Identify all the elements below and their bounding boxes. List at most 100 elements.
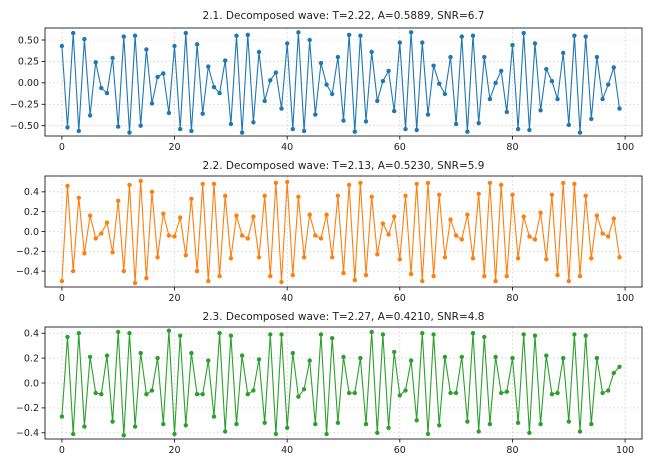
data-point <box>324 82 329 87</box>
data-point <box>313 233 318 238</box>
data-point <box>346 390 352 396</box>
data-point <box>206 278 211 284</box>
data-point <box>228 121 234 127</box>
data-point <box>290 350 295 356</box>
data-point <box>121 268 127 274</box>
data-point <box>453 121 459 127</box>
data-point <box>149 388 155 393</box>
data-point <box>178 126 183 132</box>
data-point <box>515 126 521 132</box>
data-point <box>369 194 374 199</box>
data-point <box>606 234 611 239</box>
data-point <box>380 332 386 337</box>
data-point <box>420 331 425 336</box>
data-point <box>408 30 414 35</box>
data-point <box>132 424 138 429</box>
data-point <box>324 431 329 437</box>
data-point <box>487 421 493 427</box>
data-point <box>577 273 583 279</box>
data-point <box>572 332 577 337</box>
data-point <box>228 333 234 338</box>
data-point <box>161 211 166 216</box>
x-tick-label: 60 <box>394 445 406 456</box>
data-point <box>166 233 172 238</box>
data-point <box>149 101 155 106</box>
data-point <box>116 198 121 203</box>
data-point <box>110 419 115 424</box>
x-tick-label: 20 <box>168 293 180 304</box>
data-point <box>448 217 453 222</box>
data-point <box>566 278 571 284</box>
data-point <box>71 268 76 274</box>
data-point <box>465 419 470 424</box>
data-point <box>211 414 217 419</box>
data-point <box>144 392 149 397</box>
data-point <box>262 193 267 198</box>
data-point <box>330 336 335 341</box>
data-point <box>127 331 132 336</box>
data-point <box>341 118 346 123</box>
data-point <box>442 255 448 260</box>
data-point <box>87 113 93 118</box>
data-point <box>223 193 228 198</box>
data-point <box>555 272 560 278</box>
data-point <box>572 181 577 187</box>
data-point <box>476 191 481 196</box>
y-tick-label: 0.0 <box>24 227 39 238</box>
data-point <box>268 332 273 337</box>
data-point <box>245 392 250 397</box>
data-point <box>116 329 121 335</box>
data-point <box>110 250 115 255</box>
data-point <box>577 130 583 135</box>
data-point <box>544 353 549 358</box>
data-point <box>166 328 172 333</box>
data-point <box>527 127 532 133</box>
y-tick-label: −0.25 <box>10 100 39 111</box>
data-point <box>268 78 273 83</box>
data-point <box>515 256 521 261</box>
data-point <box>245 32 250 38</box>
data-point <box>279 279 284 285</box>
data-point <box>273 431 279 437</box>
data-point <box>561 355 566 361</box>
data-point <box>313 112 318 117</box>
data-point <box>87 213 93 218</box>
data-point <box>166 110 172 116</box>
data-point <box>273 70 279 75</box>
data-point <box>211 84 217 90</box>
data-point <box>138 123 143 128</box>
data-point <box>149 189 155 195</box>
data-point <box>223 58 228 63</box>
data-point <box>504 273 509 279</box>
data-point <box>499 390 504 396</box>
data-point <box>414 181 419 187</box>
data-point <box>499 182 504 188</box>
data-point <box>392 108 397 114</box>
data-point <box>420 40 425 45</box>
x-tick-label: 100 <box>616 142 634 153</box>
y-tick-label: 0.4 <box>24 329 39 340</box>
data-point <box>482 54 487 60</box>
data-point <box>555 390 560 396</box>
data-point <box>194 392 200 397</box>
data-point <box>262 420 267 425</box>
data-point <box>234 213 239 218</box>
data-point <box>566 419 571 424</box>
data-point <box>110 55 115 61</box>
data-point <box>386 68 391 74</box>
data-point <box>93 60 98 65</box>
data-point <box>307 358 312 363</box>
data-point <box>561 50 566 56</box>
series-line <box>61 31 621 134</box>
data-point <box>566 122 571 128</box>
data-point <box>527 234 532 239</box>
data-point <box>431 273 436 279</box>
data-point <box>589 256 594 261</box>
data-point <box>279 106 284 111</box>
data-point <box>99 231 104 236</box>
data-point <box>487 180 493 186</box>
data-point <box>408 358 414 363</box>
data-point <box>617 106 622 111</box>
data-point <box>397 393 402 398</box>
